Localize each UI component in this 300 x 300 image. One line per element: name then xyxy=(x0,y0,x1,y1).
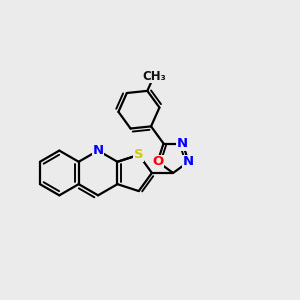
Text: N: N xyxy=(177,137,188,150)
Text: N: N xyxy=(92,144,104,157)
Text: CH₃: CH₃ xyxy=(142,70,166,83)
Text: S: S xyxy=(134,148,143,161)
Text: O: O xyxy=(152,155,163,168)
Text: N: N xyxy=(183,155,194,168)
